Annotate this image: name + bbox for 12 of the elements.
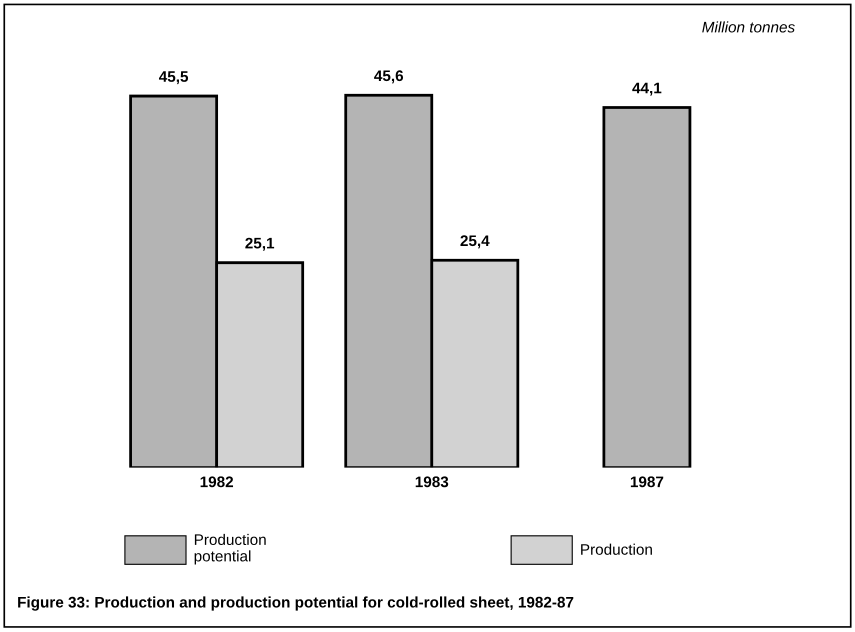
data-label: 44,1 — [632, 82, 662, 96]
x-tick-label: 1983 — [416, 476, 448, 488]
legend-label: Production potential — [194, 534, 266, 565]
legend-label: Production — [581, 544, 652, 555]
data-label: 25,4 — [460, 235, 490, 248]
data-label: 45,5 — [158, 71, 188, 84]
x-tick-label: 1982 — [200, 476, 234, 488]
x-tick-label: 1987 — [630, 476, 664, 488]
text: Million tonnes — [702, 21, 795, 33]
data-label: 25,1 — [245, 238, 274, 251]
data-label: 45,6 — [374, 70, 404, 84]
text: Figure 33: Production and production potential for cold-rolled sheet, 1982-87 — [18, 596, 574, 611]
